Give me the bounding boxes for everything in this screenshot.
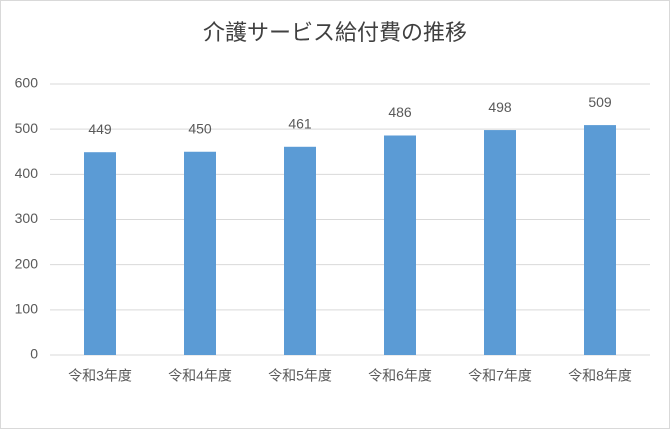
y-tick-label: 600: [15, 75, 39, 91]
x-tick-label: 令和5年度: [268, 368, 332, 384]
data-label: 509: [588, 94, 612, 110]
bar: [84, 152, 116, 355]
bar: [184, 151, 216, 355]
data-label: 450: [188, 120, 212, 136]
bar: [284, 146, 316, 355]
x-tick-label: 令和4年度: [168, 368, 232, 384]
y-tick-label: 0: [30, 346, 38, 362]
data-label: 461: [288, 115, 312, 131]
data-label: 449: [88, 121, 112, 137]
y-tick-label: 100: [15, 301, 39, 317]
y-tick-label: 400: [15, 165, 39, 181]
bar: [584, 125, 616, 355]
y-tick-label: 300: [15, 210, 39, 226]
data-label: 498: [488, 99, 512, 115]
y-tick-label: 200: [15, 255, 39, 271]
x-tick-label: 令和6年度: [368, 368, 432, 384]
chart-title: 介護サービス給付費の推移: [203, 20, 467, 45]
x-tick-label: 令和3年度: [68, 368, 132, 384]
x-tick-label: 令和8年度: [568, 368, 632, 384]
x-tick-label: 令和7年度: [468, 368, 532, 384]
bar: [384, 135, 416, 355]
data-label: 486: [388, 104, 412, 120]
y-tick-label: 500: [15, 120, 39, 136]
bar: [484, 130, 516, 355]
